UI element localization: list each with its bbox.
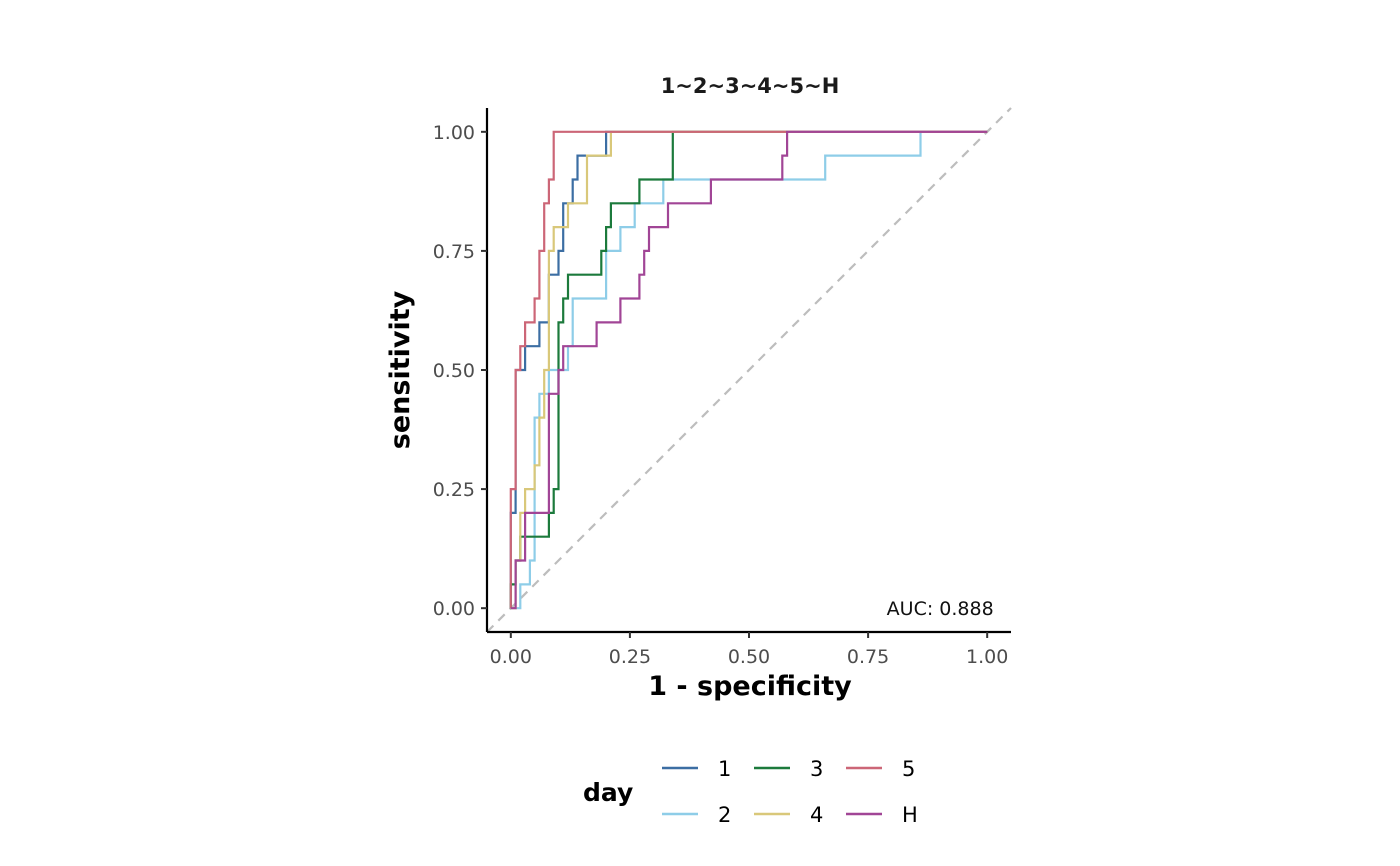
x-tick-label: 0.75 xyxy=(847,646,889,668)
x-tick-label: 1.00 xyxy=(966,646,1008,668)
legend-label-1: 1 xyxy=(718,757,731,781)
legend-label-4: 4 xyxy=(810,803,823,827)
x-axis-label: 1 - specificity xyxy=(648,671,852,702)
plot-panel: 0.00 0.25 0.50 0.75 1.00 0.00 0.25 0.50 0.75 1.0… xyxy=(433,107,1012,668)
series-line-4 xyxy=(510,130,988,610)
x-tick-label: 0.25 xyxy=(609,646,651,668)
y-tick-label: 0.50 xyxy=(433,360,475,382)
diagonal-reference-line xyxy=(486,107,1012,633)
y-axis-label: sensitivity xyxy=(385,290,416,449)
chart-title: 1~2~3~4~5~H xyxy=(661,74,840,98)
x-tick-label: 0.50 xyxy=(728,646,770,668)
legend-title: day xyxy=(583,778,633,807)
x-axis-ticks: 0.00 0.25 0.50 0.75 1.00 xyxy=(490,632,1008,668)
series-line-5 xyxy=(509,130,988,609)
x-tick-label: 0.00 xyxy=(490,646,532,668)
legend-label-H: H xyxy=(902,803,918,827)
legend: day 1 2 3 4 5 H xyxy=(583,757,918,827)
auc-annotation: AUC: 0.888 xyxy=(887,598,994,620)
legend-label-3: 3 xyxy=(810,757,823,781)
series-line-H xyxy=(510,130,988,610)
legend-items: 1 2 3 4 5 H xyxy=(662,757,918,827)
y-axis-ticks: 0.00 0.25 0.50 0.75 1.00 xyxy=(433,122,487,620)
y-tick-label: 0.00 xyxy=(433,598,475,620)
legend-label-2: 2 xyxy=(718,803,731,827)
y-tick-label: 0.75 xyxy=(433,241,475,263)
y-tick-label: 1.00 xyxy=(433,122,475,144)
y-tick-label: 0.25 xyxy=(433,479,475,501)
series-layer xyxy=(509,130,988,610)
legend-label-5: 5 xyxy=(902,757,915,781)
